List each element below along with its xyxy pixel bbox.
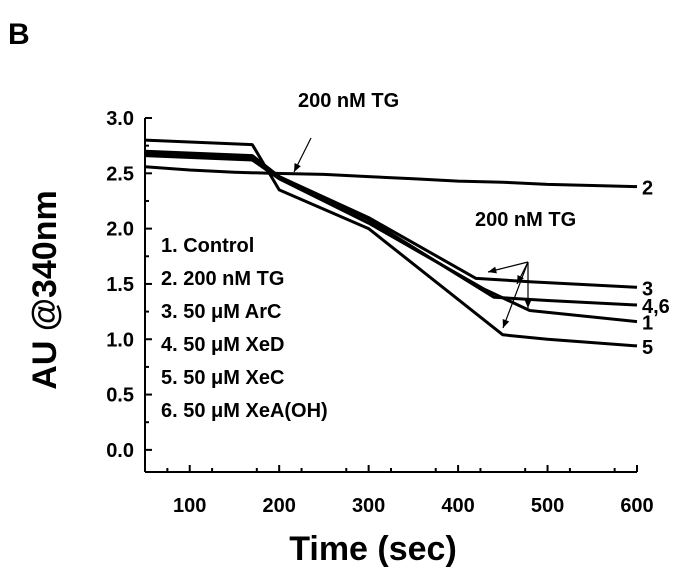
x-tick-label: 200 (262, 495, 295, 517)
series-line-2 (144, 165, 638, 189)
panel-label: B (8, 18, 30, 51)
y-axis-label: AU @340nm (26, 190, 64, 389)
plot-area: 100 200 300 400 500 600 0.0 0.5 1.0 1.5 2.0 2.5 3.0 (106, 108, 654, 517)
y-tick-label: 1.0 (106, 329, 134, 351)
legend-item-6: 6. 50 μM XeA(OH) (161, 400, 328, 422)
x-tick-label: 100 (173, 495, 206, 517)
annotation-arrow (293, 137, 312, 173)
annotation-arrow (502, 261, 529, 329)
series-line-4-6 (144, 149, 638, 307)
series-line-3 (144, 151, 638, 289)
annotation-tg-top: 200 nM TG (298, 90, 399, 112)
y-tick-label: 0.5 (106, 385, 134, 407)
series-end-label: 3 (642, 278, 653, 300)
y-tick-label: 3.0 (106, 108, 134, 130)
annotation-tg-middle: 200 nM TG (475, 209, 576, 231)
series-end-label: 5 (642, 337, 653, 359)
y-tick-label: 2.0 (106, 219, 134, 241)
x-tick-label: 300 (352, 495, 385, 517)
y-tick-label: 1.5 (106, 274, 134, 296)
x-tick-label: 600 (620, 495, 653, 517)
y-tick-label: 2.5 (106, 163, 134, 185)
x-axis-label: Time (sec) (289, 530, 457, 568)
legend-item-2: 2. 200 nM TG (161, 268, 284, 290)
annotation-arrow (524, 262, 532, 308)
series-end-label: 2 (642, 178, 653, 200)
tick-layer: 100 200 300 400 500 600 0.0 0.5 1.0 1.5 2.0 2.5 3.0 (106, 108, 654, 517)
legend-item-4: 4. 50 μM XeD (161, 334, 284, 356)
annotation-arrow (487, 261, 529, 274)
legend: 1. Control 2. 200 nM TG 3. 50 μM ArC 4. … (161, 235, 328, 422)
series-end-label: 4,6 (642, 296, 670, 318)
series-line-1 (144, 154, 638, 324)
series-layer (144, 138, 638, 348)
legend-item-5: 5. 50 μM XeC (161, 367, 284, 389)
legend-item-3: 3. 50 μM ArC (161, 301, 281, 323)
series-labels: 1 2 34,6 5 (642, 178, 670, 359)
y-tick-label: 0.0 (106, 440, 134, 462)
arrow-layer (293, 137, 532, 329)
series-line-5 (144, 138, 638, 348)
x-tick-label: 500 (531, 495, 564, 517)
series-end-label: 1 (642, 313, 653, 335)
x-tick-label: 400 (441, 495, 474, 517)
legend-item-1: 1. Control (161, 235, 254, 257)
